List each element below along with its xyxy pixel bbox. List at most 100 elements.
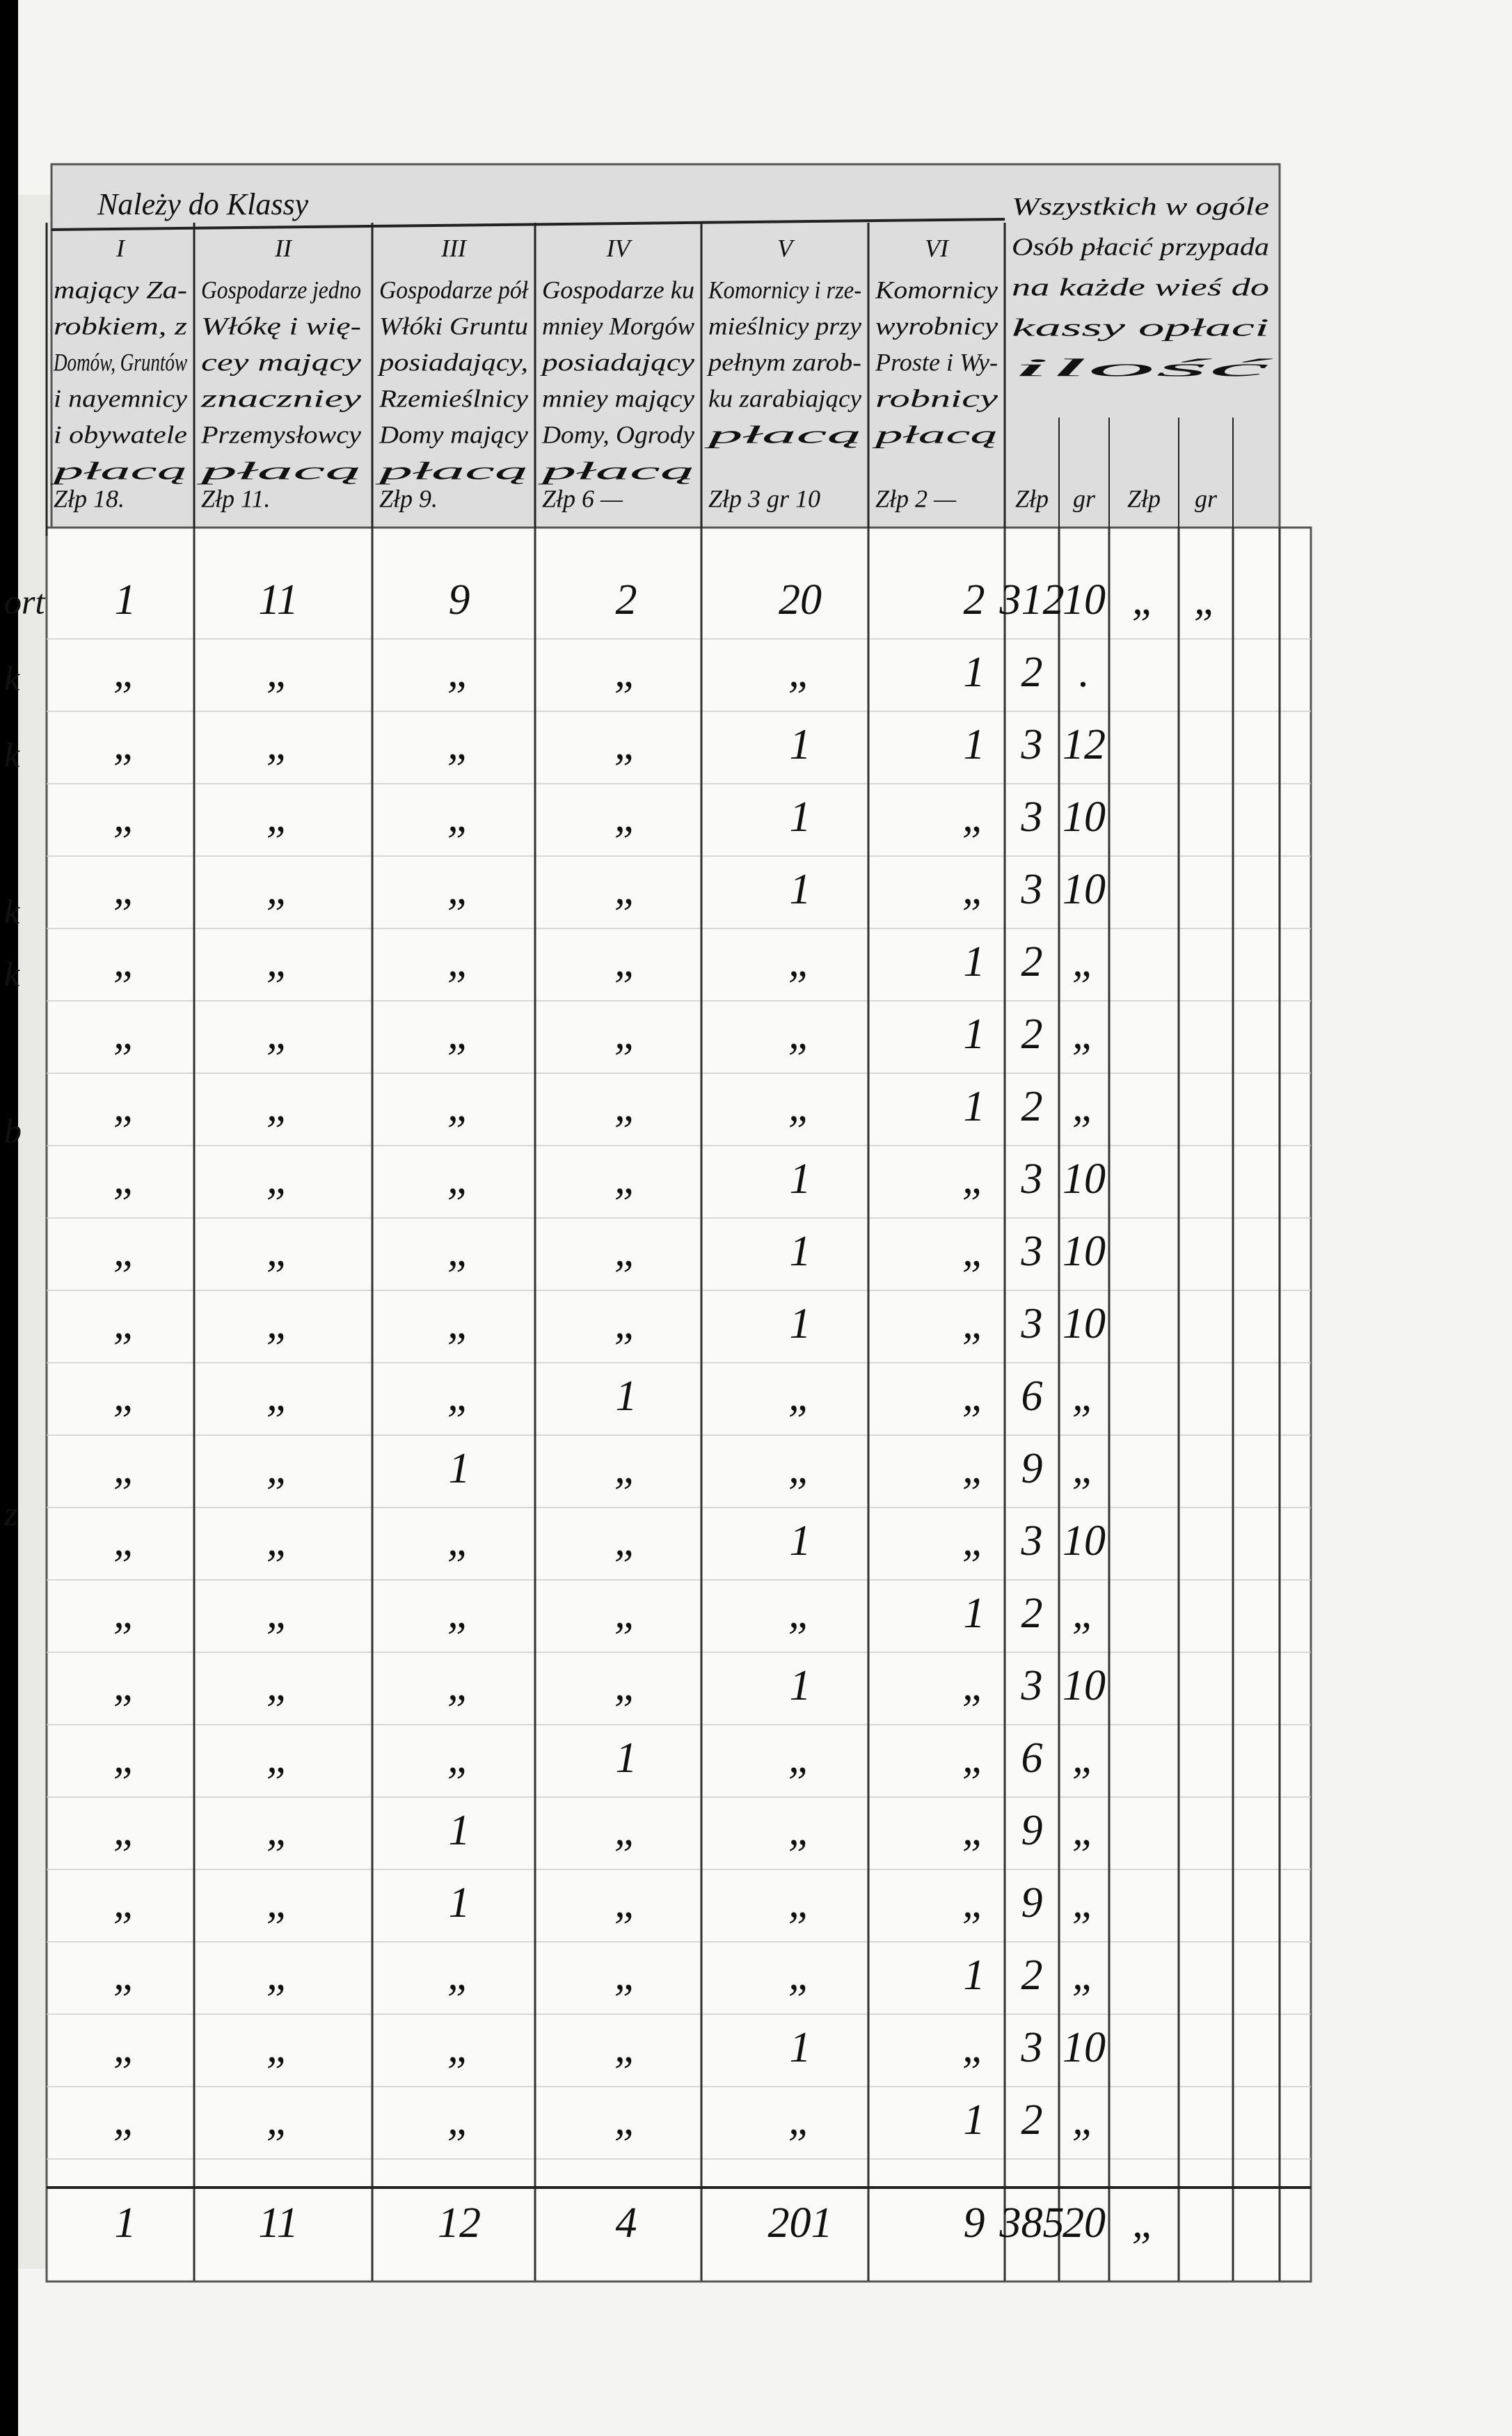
column-number: IV: [606, 234, 633, 262]
column-number: I: [116, 234, 126, 262]
cell: 12: [1063, 721, 1106, 768]
cell: „: [266, 793, 290, 841]
cell: „: [266, 866, 290, 913]
cell: „: [266, 721, 290, 768]
cell: 9: [1021, 1879, 1043, 1927]
cell: „: [788, 1445, 812, 1492]
cell: „: [788, 1807, 812, 1854]
title-rule: [51, 218, 1005, 231]
total-cell: 385: [999, 2199, 1065, 2247]
column-label: mający Za-: [54, 276, 187, 303]
cell: „: [962, 1155, 986, 1203]
summary-label: ilość: [1012, 354, 1273, 381]
cell: 11: [258, 576, 298, 624]
column-label: znaczniey: [200, 384, 361, 412]
cell: „: [1072, 1373, 1096, 1420]
cell: „: [962, 1807, 986, 1854]
column-label: płacą: [195, 457, 361, 484]
cell: „: [614, 1952, 638, 1999]
cell: 9: [449, 576, 470, 624]
cell: 1: [115, 576, 136, 624]
column-rate: Złp 9.: [379, 484, 438, 512]
column-label: posiadający: [539, 348, 694, 376]
cell: 3: [1021, 1517, 1043, 1565]
cell: „: [447, 1517, 471, 1565]
cell: „: [113, 938, 137, 986]
left-page-fragment: ort: [4, 582, 45, 621]
cell: „: [788, 1373, 812, 1420]
cell: „: [447, 1155, 471, 1203]
left-page-fragment: b: [4, 1111, 22, 1150]
cell: „: [266, 1734, 290, 1782]
column-label: Gospodarze ku: [542, 276, 694, 303]
cell: „: [113, 866, 137, 913]
column-label: mniey Morgów: [542, 312, 694, 340]
cell: „: [266, 2096, 290, 2144]
cell: .: [1079, 649, 1090, 696]
column-label: i nayemnicy: [54, 384, 187, 412]
cell: 3: [1021, 866, 1043, 913]
cell: 9: [1021, 1807, 1043, 1854]
cell: „: [113, 1734, 137, 1782]
cell: 1: [790, 1517, 811, 1565]
column-label: Włóki Gruntu: [379, 312, 528, 340]
cell: „: [614, 1083, 638, 1130]
column-label: Gospodarze pół: [379, 276, 529, 303]
cell: „: [113, 1952, 137, 1999]
summary-label: kassy opłaci: [1012, 313, 1269, 341]
column-number: V: [777, 234, 795, 262]
cell: „: [113, 2024, 137, 2071]
cell: „: [962, 1228, 986, 1275]
cell: „: [113, 1879, 137, 1927]
cell: 2: [1021, 1952, 1043, 1999]
cell: „: [614, 938, 638, 986]
column-label: posiadający,: [376, 348, 528, 376]
summary-label: Osób płacić przypada: [1012, 232, 1269, 260]
cell: 1: [964, 1083, 985, 1130]
cell: 3: [1021, 1155, 1043, 1203]
cell: 10: [1063, 2024, 1106, 2071]
cell: „: [447, 1300, 471, 1347]
column-label: Rzemieślnicy: [379, 384, 528, 412]
cell: „: [1072, 2096, 1096, 2144]
cell: „: [788, 1734, 812, 1782]
cell: „: [1072, 938, 1096, 986]
cell: „: [447, 721, 471, 768]
cell: 1: [790, 1300, 811, 1347]
cell: 1: [449, 1879, 470, 1927]
left-page-fragment: z: [3, 1494, 17, 1533]
cell: 1: [790, 1662, 811, 1709]
total-cell: 201: [768, 2199, 833, 2247]
cell: „: [788, 1879, 812, 1927]
cell: „: [266, 1879, 290, 1927]
cell: „: [788, 1952, 812, 1999]
unit-label: Złp: [1127, 484, 1161, 512]
cell: „: [1132, 576, 1156, 624]
column-label: płacą: [703, 420, 861, 448]
column-label: Proste i Wy-: [875, 348, 998, 376]
cell: 10: [1063, 1155, 1106, 1203]
column-label: i obywatele: [54, 420, 187, 448]
cell: „: [266, 1011, 290, 1058]
cell: „: [614, 1155, 638, 1203]
cell: 2: [1021, 938, 1043, 986]
cell: „: [266, 649, 290, 696]
cell: „: [962, 1734, 986, 1782]
column-rate: Złp 11.: [201, 484, 270, 512]
column-label: mniey mający: [542, 384, 694, 412]
cell: 1: [964, 649, 985, 696]
cell: „: [447, 2096, 471, 2144]
summary-label: Wszystkich w ogóle: [1012, 192, 1269, 220]
cell: „: [113, 1300, 137, 1347]
column-label: cey mający: [201, 348, 361, 376]
total-cell: 11: [258, 2199, 298, 2247]
cell: „: [113, 1228, 137, 1275]
cell: „: [614, 1445, 638, 1492]
cell: „: [962, 1300, 986, 1347]
unit-label: gr: [1195, 484, 1218, 512]
column-number: III: [440, 234, 468, 262]
cell: „: [962, 2024, 986, 2071]
cell: „: [1072, 1011, 1096, 1058]
total-cell: „: [1132, 2199, 1156, 2247]
